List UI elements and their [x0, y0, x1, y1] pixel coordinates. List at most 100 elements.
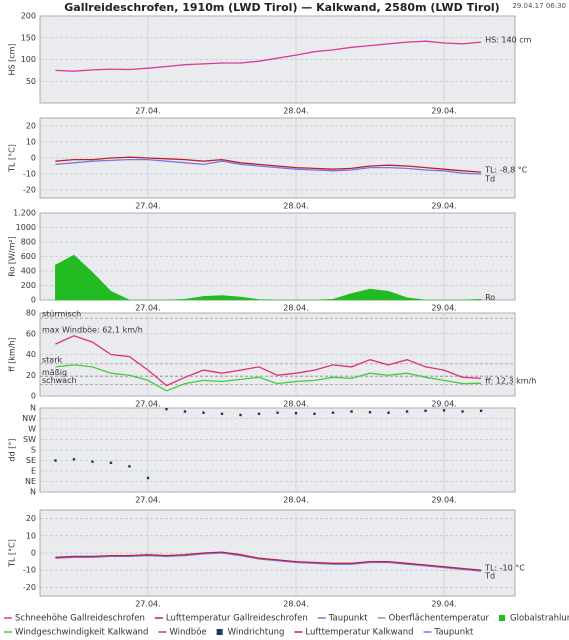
- point: [294, 411, 298, 415]
- point: [442, 409, 446, 412]
- point: [313, 412, 316, 416]
- point: [146, 476, 150, 480]
- y-tick-label: 200: [21, 281, 36, 290]
- point: [405, 410, 409, 413]
- area: [55, 254, 482, 301]
- y-tick-label: 20: [26, 122, 36, 131]
- end-label: TL: -8,8 °C: [484, 166, 528, 175]
- y-tick-label: NW: [22, 414, 36, 423]
- x-tick-label: 27.04.: [135, 400, 160, 409]
- line: [55, 158, 482, 175]
- note: max Windböe: 62,1 km/h: [42, 326, 143, 335]
- point: [183, 410, 187, 413]
- y-tick-label: 20: [26, 371, 36, 380]
- end-label: Td: [484, 572, 495, 581]
- y-tick-label: -10: [23, 170, 36, 179]
- y-axis-label: HS [cm]: [8, 43, 17, 75]
- y-axis-label: TL [°C]: [8, 144, 17, 173]
- x-tick-label: 28.04.: [283, 107, 308, 116]
- chart-title: Gallreideschrofen, 1910m (LWD Tirol) — K…: [64, 1, 499, 14]
- point: [72, 458, 76, 461]
- legend-label: Schneehöhe Gallreideschrofen: [15, 614, 145, 624]
- line: [55, 40, 482, 72]
- x-tick-label: 29.04.: [431, 400, 456, 409]
- legend-marker: [499, 615, 505, 621]
- point: [350, 410, 353, 413]
- point: [54, 459, 57, 462]
- x-tick-label: 29.04.: [431, 107, 456, 116]
- x-tick-label: 28.04.: [283, 496, 308, 505]
- y-tick-label: -10: [23, 566, 36, 575]
- y-tick-label: 0: [31, 392, 36, 401]
- band-label: stark: [42, 355, 62, 364]
- y-tick-label: 100: [21, 55, 36, 64]
- y-tick-label: -20: [23, 583, 36, 592]
- legend-label: Taupunkt: [434, 628, 474, 638]
- x-tick-label: 29.04.: [431, 496, 456, 505]
- y-tick-label: -20: [23, 186, 36, 195]
- y-tick-label: 40: [26, 350, 36, 359]
- y-tick-label: NE: [25, 477, 36, 486]
- y-tick-label: 150: [21, 33, 36, 42]
- point: [91, 460, 94, 463]
- y-tick-label: E: [31, 467, 36, 476]
- y-tick-label: SE: [26, 456, 36, 465]
- legend-label: Lufttemperatur Kalkwand: [305, 628, 413, 638]
- y-tick-label: 60: [26, 329, 36, 338]
- y-tick-label: 800: [21, 238, 36, 247]
- point: [331, 411, 335, 414]
- x-tick-label: 28.04.: [283, 400, 308, 409]
- x-tick-label: 29.04.: [431, 304, 456, 313]
- x-tick-label: 27.04.: [135, 496, 160, 505]
- y-axis-label: dd [°]: [8, 439, 17, 462]
- band-label: mäßig: [42, 368, 67, 377]
- point: [165, 407, 168, 411]
- point: [479, 409, 483, 412]
- y-tick-label: 0: [31, 296, 36, 305]
- y-tick-label: 0: [31, 154, 36, 163]
- y-tick-label: W: [28, 425, 36, 434]
- end-label: Ro: [485, 293, 495, 302]
- y-axis-label: ff [km/h]: [8, 337, 17, 372]
- point: [461, 410, 464, 413]
- timestamp: 29.04.17 06:30: [512, 2, 566, 10]
- end-label: TL: -10 °C: [484, 564, 525, 573]
- point: [257, 412, 261, 416]
- x-tick-label: 28.04.: [283, 600, 308, 609]
- point: [276, 411, 279, 414]
- legend-label: Globalstrahlung (oben): [510, 614, 569, 624]
- point: [387, 411, 390, 414]
- line: [55, 552, 482, 572]
- x-tick-label: 28.04.: [283, 202, 308, 211]
- point: [220, 412, 224, 416]
- x-tick-label: 29.04.: [431, 202, 456, 211]
- legend-label: Lufttemperatur Gallreideschrofen: [166, 614, 308, 624]
- line: [55, 156, 482, 173]
- x-tick-label: 28.04.: [283, 304, 308, 313]
- point: [424, 409, 427, 412]
- point: [109, 461, 113, 465]
- y-tick-label: SW: [23, 435, 36, 444]
- y-tick-label: 10: [26, 138, 36, 147]
- x-tick-label: 27.04.: [135, 304, 160, 313]
- y-tick-label: S: [31, 446, 36, 455]
- end-label: Td: [484, 175, 495, 184]
- y-tick-label: 20: [26, 514, 36, 523]
- y-tick-label: 600: [21, 252, 36, 261]
- y-tick-label: 50: [26, 77, 36, 86]
- y-tick-label: 80: [26, 309, 36, 318]
- y-tick-label: 1.200: [13, 209, 36, 218]
- point: [202, 411, 205, 414]
- point: [368, 411, 372, 414]
- band-label: stürmisch: [42, 310, 81, 319]
- legend-marker: [216, 629, 223, 635]
- line: [55, 364, 482, 392]
- legend-label: Windböe: [169, 628, 206, 638]
- x-tick-label: 27.04.: [135, 107, 160, 116]
- end-label: HS: 140 cm: [485, 36, 532, 45]
- legend-label: Taupunkt: [328, 614, 368, 624]
- y-tick-label: 10: [26, 531, 36, 540]
- line: [55, 551, 482, 571]
- point: [128, 465, 131, 468]
- legend-label: Oberflächentemperatur: [389, 614, 490, 624]
